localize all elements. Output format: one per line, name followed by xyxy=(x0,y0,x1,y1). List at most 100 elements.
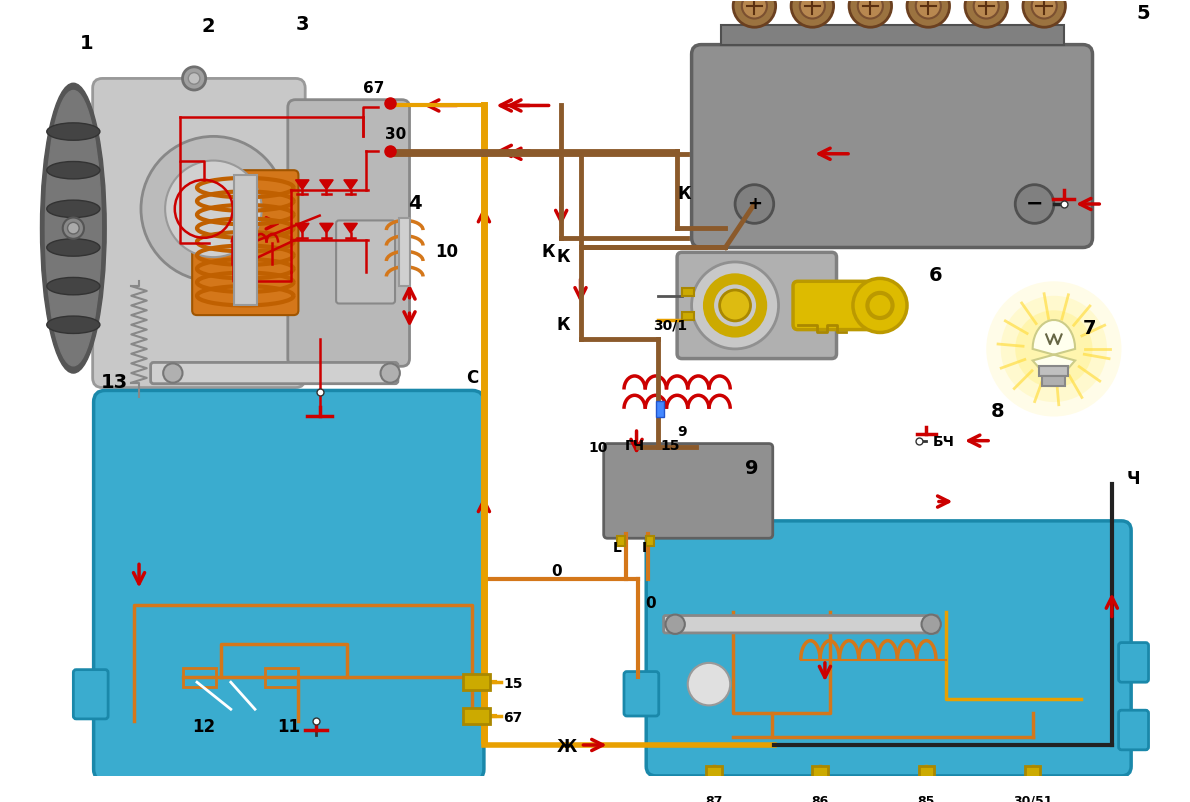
Circle shape xyxy=(1023,0,1065,27)
Polygon shape xyxy=(320,223,333,233)
Circle shape xyxy=(188,73,200,84)
Text: 12: 12 xyxy=(192,719,215,736)
Bar xyxy=(656,401,664,416)
FancyBboxPatch shape xyxy=(93,79,305,387)
Bar xyxy=(1039,367,1069,376)
Text: С: С xyxy=(466,369,478,387)
Circle shape xyxy=(1015,310,1092,387)
FancyBboxPatch shape xyxy=(74,670,108,719)
Ellipse shape xyxy=(46,123,100,140)
Text: К: К xyxy=(677,185,690,203)
Circle shape xyxy=(965,0,1008,27)
Circle shape xyxy=(1015,184,1054,223)
FancyBboxPatch shape xyxy=(94,391,484,780)
Text: 10: 10 xyxy=(588,441,608,456)
FancyBboxPatch shape xyxy=(646,520,1132,776)
Polygon shape xyxy=(344,223,357,233)
Text: Ж: Ж xyxy=(557,738,577,755)
Text: 5: 5 xyxy=(1136,3,1150,22)
Text: 86: 86 xyxy=(812,795,828,802)
Circle shape xyxy=(858,0,883,18)
Text: 1: 1 xyxy=(80,34,94,54)
Bar xyxy=(919,766,934,788)
Text: К: К xyxy=(557,316,570,334)
Circle shape xyxy=(182,67,206,90)
Polygon shape xyxy=(295,223,309,233)
Text: К: К xyxy=(541,243,556,261)
Bar xyxy=(706,766,721,788)
Circle shape xyxy=(907,0,950,27)
Ellipse shape xyxy=(40,83,106,373)
FancyBboxPatch shape xyxy=(664,616,938,633)
FancyBboxPatch shape xyxy=(192,170,299,315)
Ellipse shape xyxy=(46,277,100,295)
Ellipse shape xyxy=(46,316,100,334)
Bar xyxy=(813,766,828,788)
Text: К: К xyxy=(557,248,570,266)
Text: 30/51: 30/51 xyxy=(1013,795,1052,802)
Text: 30/1: 30/1 xyxy=(653,318,687,333)
Bar xyxy=(1042,376,1065,386)
Circle shape xyxy=(973,0,998,18)
Text: 4: 4 xyxy=(408,194,422,213)
Text: L: L xyxy=(613,541,621,555)
FancyBboxPatch shape xyxy=(793,282,875,330)
Bar xyxy=(682,312,694,320)
Text: 0: 0 xyxy=(645,596,656,611)
FancyBboxPatch shape xyxy=(677,253,837,358)
FancyBboxPatch shape xyxy=(691,45,1092,248)
Bar xyxy=(264,668,299,687)
Circle shape xyxy=(665,614,684,634)
Circle shape xyxy=(163,363,182,383)
Ellipse shape xyxy=(46,161,100,179)
Text: Ч: Ч xyxy=(1126,470,1140,488)
Circle shape xyxy=(720,290,751,321)
Circle shape xyxy=(791,0,834,27)
Circle shape xyxy=(165,160,262,257)
Text: 9: 9 xyxy=(745,460,758,479)
Circle shape xyxy=(735,184,774,223)
Polygon shape xyxy=(1033,320,1075,368)
Text: 67: 67 xyxy=(363,81,384,96)
Ellipse shape xyxy=(63,217,84,239)
Text: ГЧ: ГЧ xyxy=(625,439,645,453)
Circle shape xyxy=(140,136,286,282)
Circle shape xyxy=(381,363,400,383)
Circle shape xyxy=(853,278,907,333)
Bar xyxy=(721,26,1064,45)
Text: 30: 30 xyxy=(386,128,407,142)
Text: 87: 87 xyxy=(706,795,722,802)
FancyBboxPatch shape xyxy=(624,671,659,716)
Text: 3: 3 xyxy=(295,15,309,34)
Text: 15: 15 xyxy=(503,677,522,691)
Circle shape xyxy=(850,0,891,27)
Circle shape xyxy=(688,663,731,706)
Circle shape xyxy=(1001,296,1107,402)
Ellipse shape xyxy=(691,262,778,349)
FancyBboxPatch shape xyxy=(1119,711,1148,750)
Polygon shape xyxy=(295,180,309,189)
Text: 85: 85 xyxy=(917,795,935,802)
Text: 8: 8 xyxy=(991,402,1004,420)
FancyBboxPatch shape xyxy=(151,363,397,383)
Circle shape xyxy=(741,0,766,18)
Text: БЧ: БЧ xyxy=(933,435,956,449)
Text: I: I xyxy=(641,541,646,555)
Text: 11: 11 xyxy=(277,719,300,736)
Bar xyxy=(463,674,490,690)
Text: 9: 9 xyxy=(677,425,687,439)
Text: 15: 15 xyxy=(660,439,681,453)
Bar xyxy=(463,708,490,723)
Text: 0: 0 xyxy=(551,564,562,579)
Ellipse shape xyxy=(45,91,101,366)
FancyBboxPatch shape xyxy=(336,221,395,303)
FancyBboxPatch shape xyxy=(603,444,772,538)
Text: −: − xyxy=(1026,194,1044,214)
Text: 10: 10 xyxy=(436,243,458,261)
Circle shape xyxy=(916,0,941,18)
Ellipse shape xyxy=(68,222,80,234)
Text: 6: 6 xyxy=(928,266,942,286)
Bar xyxy=(399,218,411,286)
FancyBboxPatch shape xyxy=(1119,642,1148,683)
FancyBboxPatch shape xyxy=(288,99,409,367)
